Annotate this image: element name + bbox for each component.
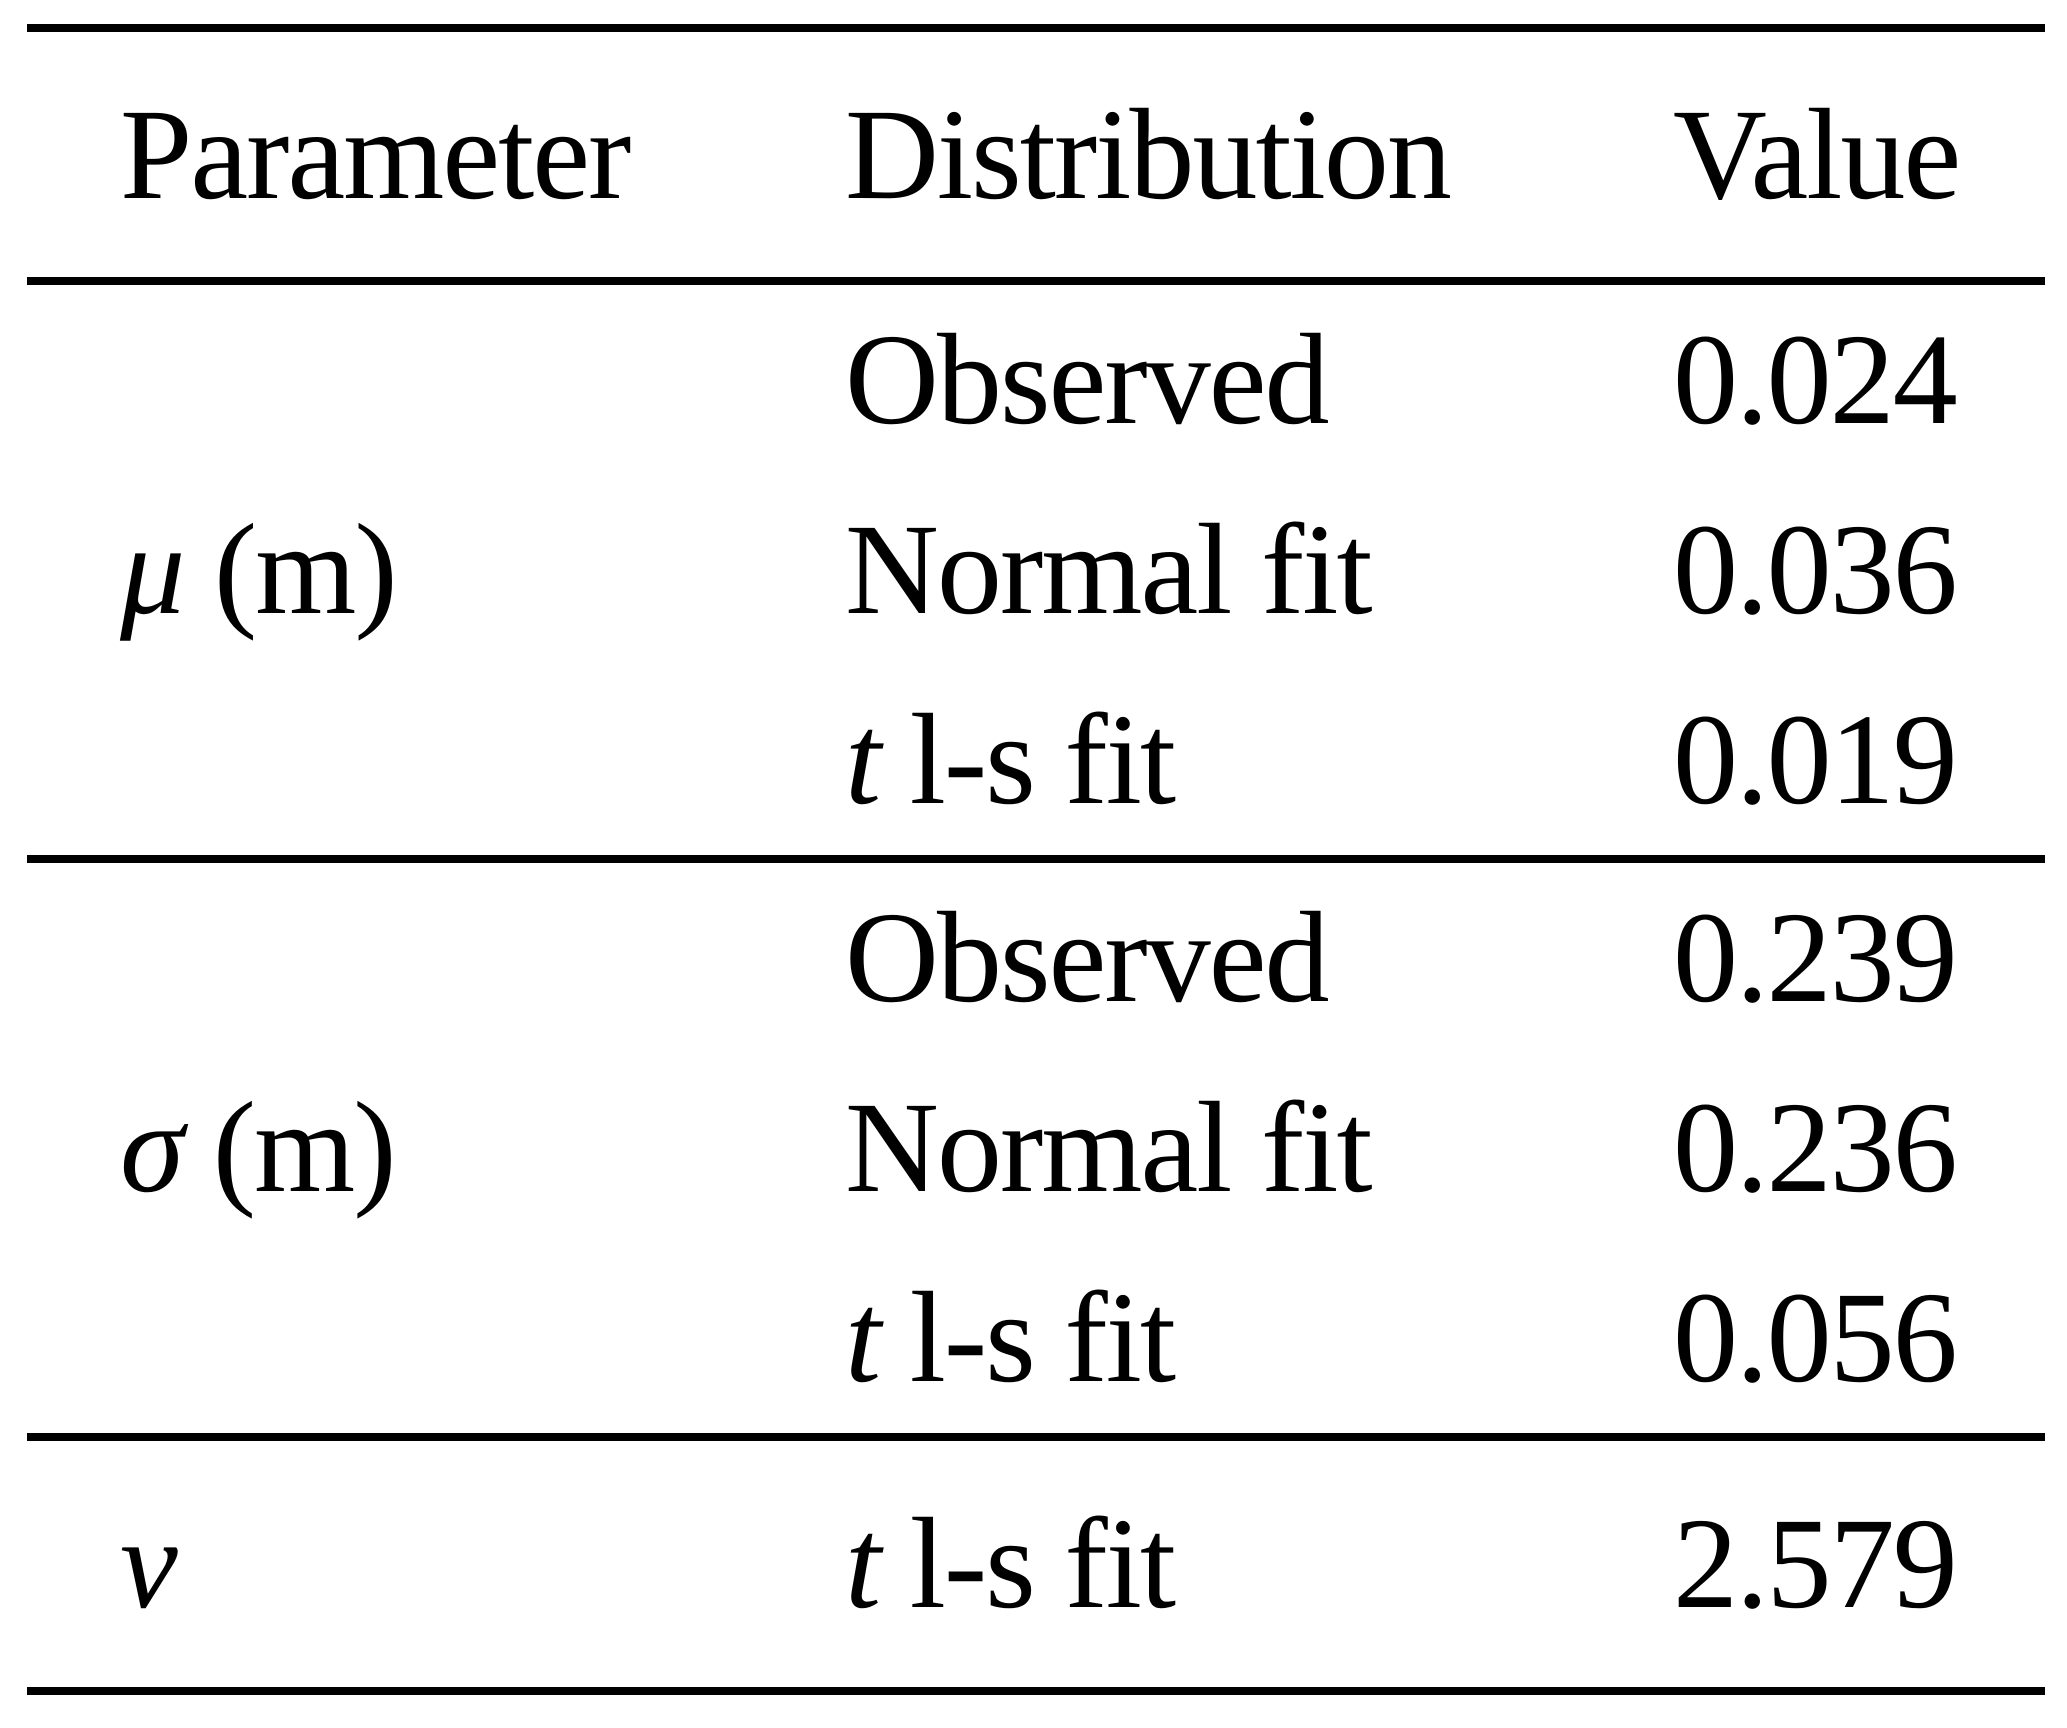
value-cell: 0.019 — [1673, 688, 1958, 832]
table-header-row: Parameter Distribution Value — [27, 32, 2045, 277]
value-cell: 0.056 — [1673, 1266, 1958, 1410]
distribution-cell: Normal fit — [845, 1053, 1665, 1243]
parameter-label-sigma: σ (m) — [27, 863, 845, 1433]
mu-unit: (m) — [183, 498, 398, 642]
table-group-sigma: σ (m) Observed 0.239 Normal fit 0.236 t … — [27, 863, 2045, 1433]
parameter-label-mu: μ (m) — [27, 285, 845, 855]
distribution-cell: t l-s fit — [845, 1441, 1665, 1687]
mid-rule-1 — [27, 855, 2045, 863]
distribution-text: l-s fit — [879, 1266, 1176, 1410]
distribution-cell: t l-s fit — [845, 1243, 1665, 1433]
distribution-italic: t — [845, 688, 881, 832]
distribution-text: Normal fit — [845, 498, 1373, 642]
distribution-text: l-s fit — [879, 688, 1176, 832]
distribution-text: Observed — [845, 308, 1330, 452]
parameter-distribution-table: Parameter Distribution Value μ (m) Obser… — [27, 24, 2045, 1695]
parameter-label-nu: ν — [27, 1441, 845, 1687]
nu-symbol: ν — [120, 1492, 178, 1636]
value-cell: 0.024 — [1673, 308, 1958, 452]
bottom-rule — [27, 1687, 2045, 1695]
distribution-cell: t l-s fit — [845, 665, 1665, 855]
sigma-unit: (m) — [182, 1076, 397, 1220]
column-header-parameter: Parameter — [120, 82, 631, 227]
distribution-cell: Normal fit — [845, 475, 1665, 665]
distribution-italic: t — [845, 1492, 881, 1636]
column-header-value: Value — [1673, 82, 1961, 227]
column-header-distribution: Distribution — [845, 82, 1452, 227]
distribution-italic: t — [845, 1266, 881, 1410]
top-rule — [27, 24, 2045, 32]
mu-symbol: μ — [120, 498, 185, 642]
table-group-nu: ν t l-s fit 2.579 — [27, 1441, 2045, 1687]
table-group-mu: μ (m) Observed 0.024 Normal fit 0.036 t … — [27, 285, 2045, 855]
value-cell: 2.579 — [1673, 1492, 1958, 1636]
value-cell: 0.036 — [1673, 498, 1958, 642]
sigma-symbol: σ — [120, 1076, 184, 1220]
mid-rule-2 — [27, 1433, 2045, 1441]
value-cell: 0.239 — [1673, 886, 1958, 1030]
value-cell: 0.236 — [1673, 1076, 1958, 1220]
distribution-cell: Observed — [845, 285, 1665, 475]
distribution-text: Normal fit — [845, 1076, 1373, 1220]
distribution-text: Observed — [845, 886, 1330, 1030]
header-rule — [27, 277, 2045, 285]
distribution-cell: Observed — [845, 863, 1665, 1053]
distribution-text: l-s fit — [879, 1492, 1176, 1636]
